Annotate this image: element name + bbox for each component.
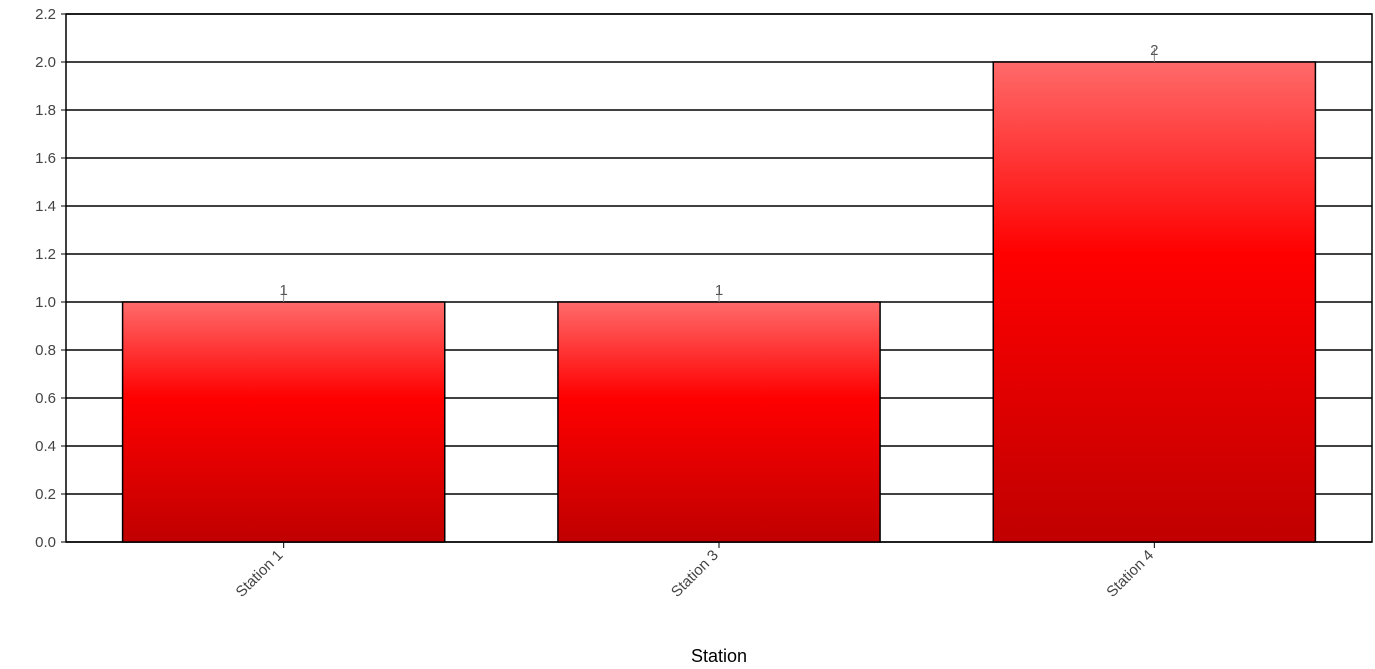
y-tick-label: 1.8 xyxy=(35,102,56,119)
data-label: 1 xyxy=(279,282,287,299)
y-tick-label: 0.2 xyxy=(35,486,56,503)
data-label: 2 xyxy=(1150,42,1158,59)
y-tick-label: 1.6 xyxy=(35,150,56,167)
x-axis-title: Station xyxy=(691,646,747,666)
y-tick-label: 2.2 xyxy=(35,6,56,23)
y-tick-label: 1.4 xyxy=(35,198,56,215)
y-tick-label: 0.6 xyxy=(35,390,56,407)
y-tick-label: 0.4 xyxy=(35,438,56,455)
data-label: 1 xyxy=(715,282,723,299)
x-axis: Station 1 Station 3 Station 4 xyxy=(233,542,1157,601)
y-tick-label: 0.8 xyxy=(35,342,56,359)
y-tick-label: 0.0 xyxy=(35,534,56,551)
y-tick-label: 2.0 xyxy=(35,54,56,71)
bar[interactable] xyxy=(121,301,446,543)
bars: 1 1 2 xyxy=(121,42,1317,543)
y-tick-label: 1.0 xyxy=(35,294,56,311)
y-axis: 0.0 0.2 0.4 0.6 0.8 1.0 1.2 1.4 1.6 1.8 2.0 2.2 xyxy=(35,6,66,551)
x-tick-label: Station 3 xyxy=(668,547,722,601)
x-tick-label: Station 1 xyxy=(233,547,287,601)
x-tick-label: Station 4 xyxy=(1103,547,1157,601)
bar[interactable] xyxy=(992,61,1317,543)
bar[interactable] xyxy=(557,301,881,543)
y-tick-label: 1.2 xyxy=(35,246,56,263)
